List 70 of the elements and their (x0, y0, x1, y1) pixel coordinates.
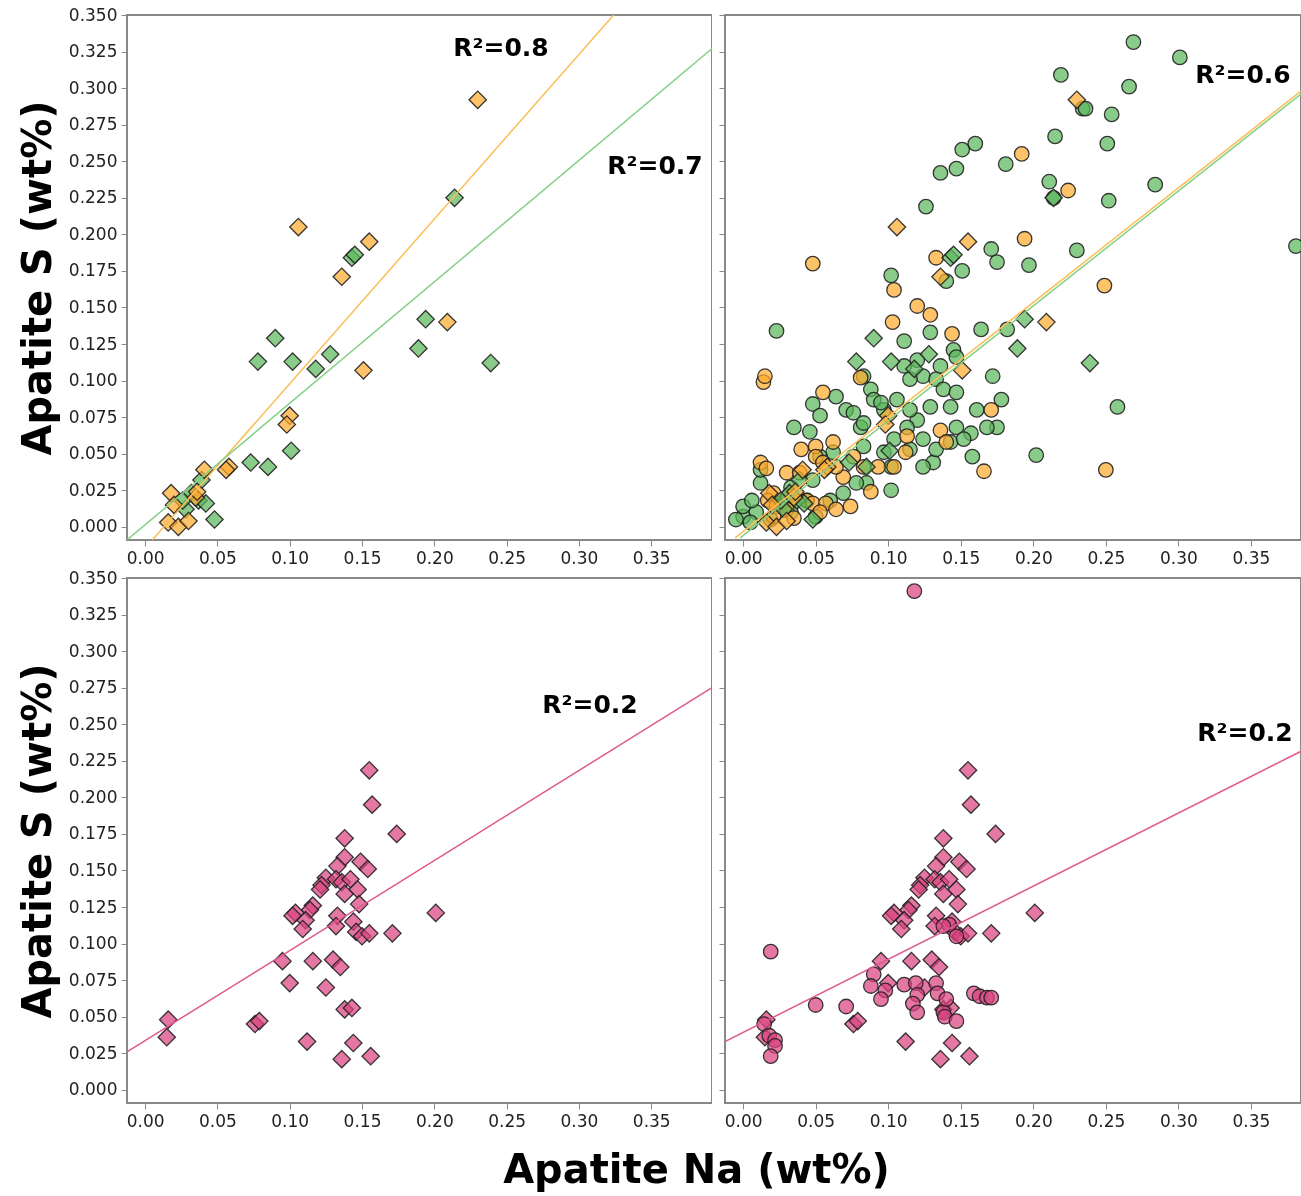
x-tick-label: 0.10 (869, 547, 908, 568)
x-axis-title: Apatite Na (wt%) (502, 1146, 891, 1192)
annotation: R²=0.2 (542, 690, 638, 719)
x-tick-label: 0.25 (488, 1110, 527, 1131)
y-tick-label: 0.025 (68, 479, 118, 500)
y-tick-label: 0.250 (68, 713, 118, 734)
x-tick-label: 0.20 (1014, 1110, 1053, 1131)
x-tick-label: 0.20 (1014, 547, 1053, 568)
x-tick-label: 0.00 (126, 547, 165, 568)
y-tick-label: 0.175 (68, 260, 118, 281)
annotation: R²=0.8 (453, 33, 549, 62)
x-tick-label: 0.15 (343, 1110, 382, 1131)
x-tick-label: 0.35 (1232, 1110, 1271, 1131)
y-tick-label: 0.225 (68, 750, 118, 771)
x-tick-label: 0.05 (198, 1110, 237, 1131)
y-tick-label: 0.200 (68, 786, 118, 807)
annotation: R²=0.2 (1197, 718, 1293, 747)
x-tick-label: 0.15 (942, 547, 981, 568)
y-tick-label: 0.125 (68, 896, 118, 917)
x-tick-label: 0.30 (1159, 1110, 1198, 1131)
y-tick-label: 0.275 (68, 114, 118, 135)
y-tick-label: 0.250 (68, 150, 118, 171)
x-tick-label: 0.20 (415, 1110, 454, 1131)
y-tick-label: 0.000 (68, 516, 118, 537)
x-tick-label: 0.05 (797, 547, 836, 568)
y-tick-label: 0.300 (68, 640, 118, 661)
y-tick-label: 0.200 (68, 223, 118, 244)
x-tick-label: 0.20 (415, 547, 454, 568)
y-tick-label: 0.150 (68, 296, 118, 317)
x-tick-label: 0.00 (724, 1110, 763, 1131)
y-tick-label: 0.100 (68, 370, 118, 391)
x-tick-label: 0.25 (1087, 547, 1126, 568)
x-tick-label: 0.25 (1087, 1110, 1126, 1131)
x-tick-label: 0.15 (343, 547, 382, 568)
y-tick-label: 0.300 (68, 77, 118, 98)
x-tick-label: 0.35 (632, 1110, 671, 1131)
y-tick-label: 0.075 (68, 406, 118, 427)
y-axis-title: Apatite S (wt%) (13, 100, 60, 456)
x-tick-label: 0.35 (632, 547, 671, 568)
y-tick-label: 0.125 (68, 333, 118, 354)
x-tick-label: 0.00 (126, 1110, 165, 1131)
x-tick-label: 0.15 (942, 1110, 981, 1131)
x-tick-label: 0.05 (198, 547, 237, 568)
y-tick-label: 0.050 (68, 443, 118, 464)
x-tick-label: 0.30 (560, 1110, 599, 1131)
y-tick-label: 0.075 (68, 969, 118, 990)
y-tick-label: 0.325 (68, 604, 118, 625)
y-tick-label: 0.225 (68, 187, 118, 208)
annotation: R²=0.6 (1195, 60, 1291, 89)
y-tick-label: 0.150 (68, 859, 118, 880)
x-tick-label: 0.25 (488, 547, 527, 568)
y-tick-label: 0.350 (68, 567, 118, 588)
y-tick-label: 0.325 (68, 41, 118, 62)
x-tick-label: 0.10 (271, 547, 310, 568)
y-tick-label: 0.350 (68, 4, 118, 25)
y-tick-label: 0.175 (68, 823, 118, 844)
y-tick-label: 0.100 (68, 933, 118, 954)
y-tick-label: 0.050 (68, 1006, 118, 1027)
x-tick-label: 0.00 (724, 547, 763, 568)
x-tick-label: 0.30 (1159, 547, 1198, 568)
y-tick-label: 0.000 (68, 1079, 118, 1100)
x-tick-label: 0.05 (797, 1110, 836, 1131)
x-tick-label: 0.10 (869, 1110, 908, 1131)
y-tick-label: 0.025 (68, 1042, 118, 1063)
y-axis-title: Apatite S (wt%) (13, 663, 60, 1019)
annotation: R²=0.7 (607, 151, 703, 180)
x-tick-label: 0.10 (271, 1110, 310, 1131)
y-tick-label: 0.275 (68, 677, 118, 698)
x-tick-label: 0.35 (1232, 547, 1271, 568)
x-tick-label: 0.30 (560, 547, 599, 568)
